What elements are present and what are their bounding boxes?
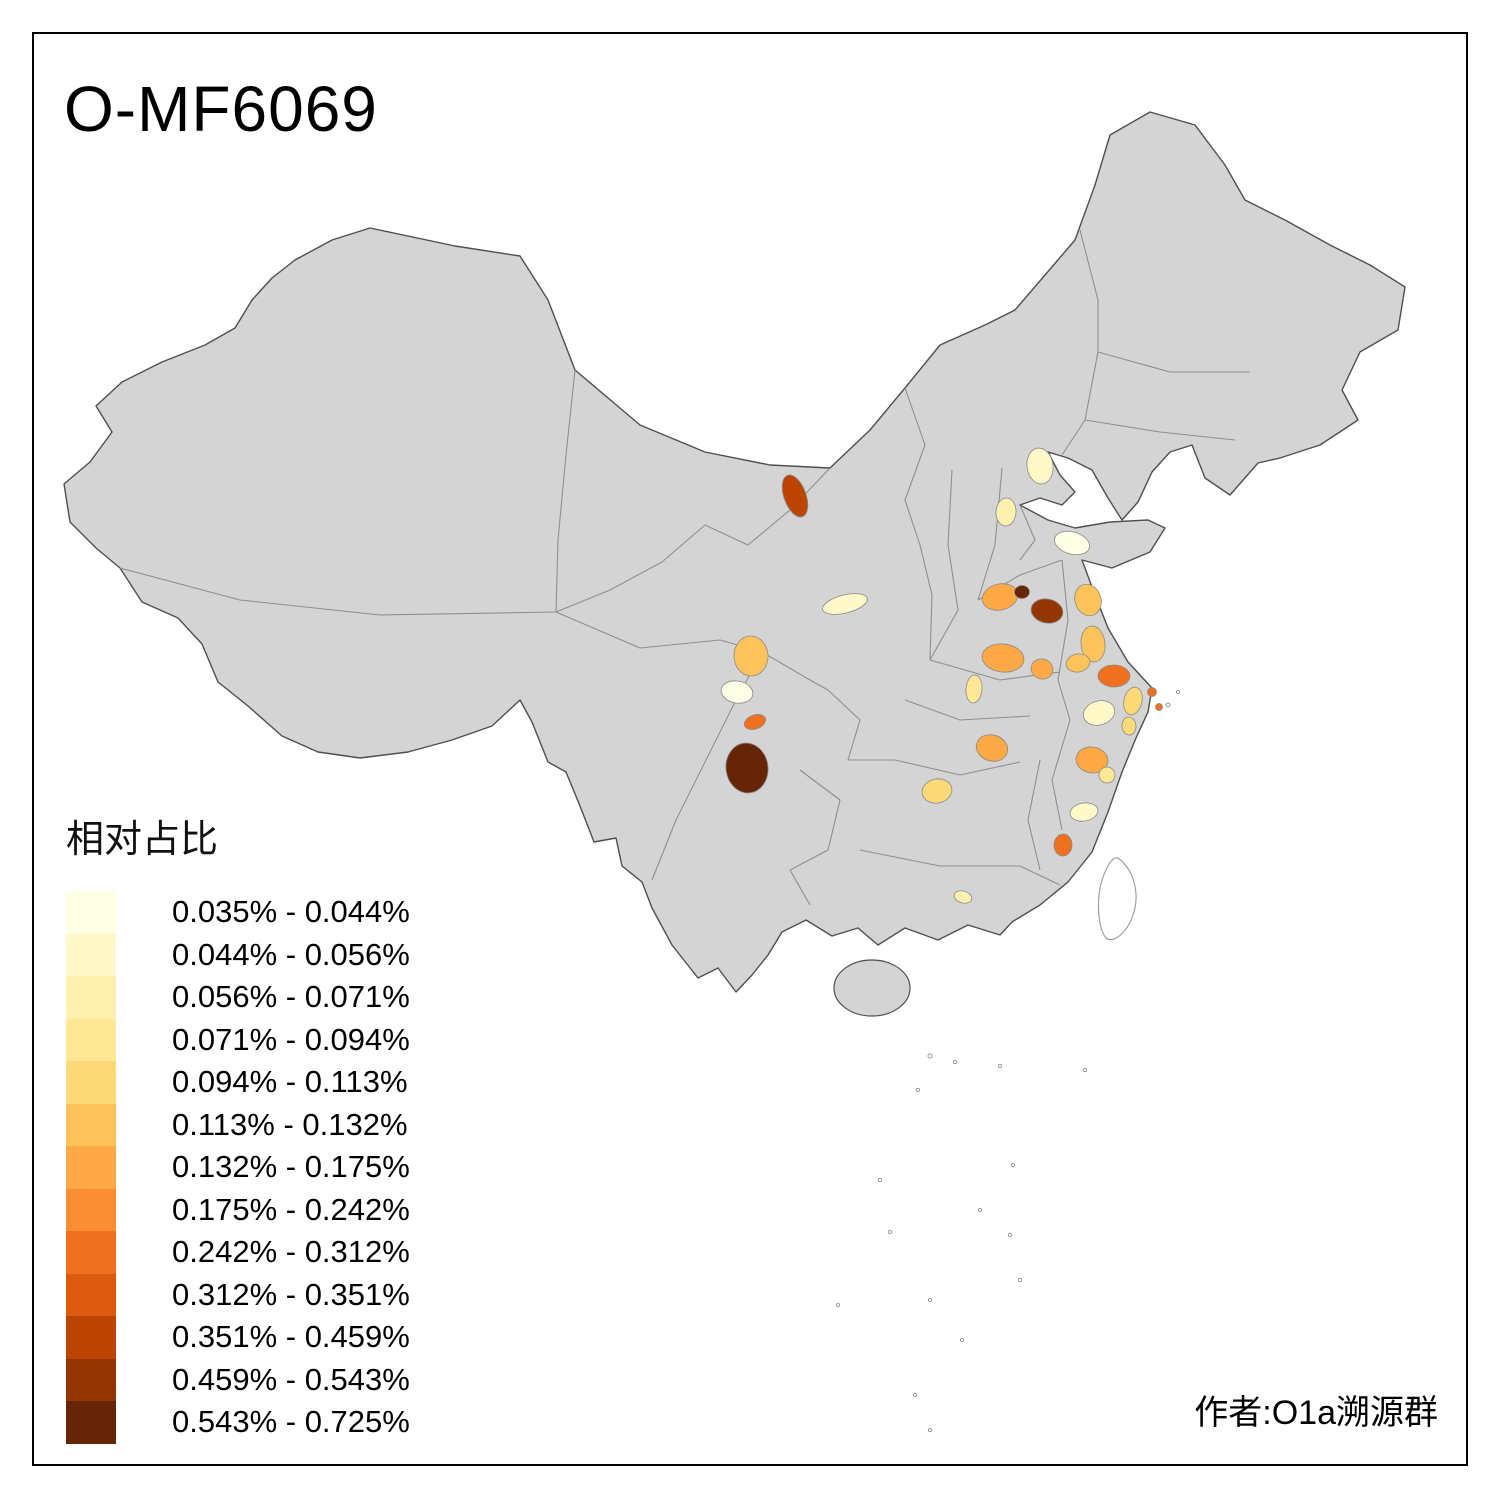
legend-row: 0.459% - 0.543% [66, 1358, 486, 1401]
legend-label: 0.071% - 0.094% [172, 1021, 410, 1057]
legend-row: 0.312% - 0.351% [66, 1273, 486, 1316]
prefecture-region [981, 643, 1025, 673]
legend-row: 0.071% - 0.094% [66, 1018, 486, 1061]
legend-swatch [66, 933, 116, 976]
prefecture-region [1098, 766, 1116, 784]
prefecture-region [1080, 625, 1106, 663]
legend-label: 0.056% - 0.071% [172, 979, 410, 1015]
prefecture-region [822, 593, 868, 615]
prefecture-region [953, 890, 973, 904]
legend-row: 0.543% - 0.725% [66, 1401, 486, 1444]
legend-row: 0.056% - 0.071% [66, 976, 486, 1019]
prefecture-region [1155, 703, 1163, 711]
shaded-prefectures [720, 447, 1163, 904]
legend-swatch [66, 1273, 116, 1316]
prefecture-region [975, 734, 1009, 762]
figure-title: O-MF6069 [64, 73, 378, 145]
prefecture-region [720, 680, 754, 704]
legend-swatch [66, 1231, 116, 1274]
prefecture-region [1030, 598, 1064, 624]
legend-row: 0.035% - 0.044% [66, 891, 486, 934]
prefecture-region [1123, 686, 1143, 716]
legend-row: 0.044% - 0.056% [66, 933, 486, 976]
legend-label: 0.543% - 0.725% [172, 1404, 410, 1440]
province-borders [119, 229, 1250, 906]
legend-row: 0.094% - 0.113% [66, 1061, 486, 1104]
prefecture-region [1074, 583, 1102, 617]
prefecture-region [1026, 447, 1054, 485]
prefecture-region [965, 674, 983, 704]
legend-swatch [66, 1018, 116, 1061]
legend-label: 0.312% - 0.351% [172, 1276, 410, 1312]
prefecture-region [1082, 700, 1116, 726]
prefecture-region [1030, 658, 1054, 680]
prefecture-region [1075, 746, 1109, 774]
legend-swatch [66, 1061, 116, 1104]
legend: 相对占比 0.035% - 0.044% 0.044% - 0.056% 0.056… [66, 808, 486, 1444]
legend-swatch [66, 1401, 116, 1444]
legend-swatch [66, 1358, 116, 1401]
legend-swatch [66, 1188, 116, 1231]
prefecture-region [733, 635, 769, 677]
legend-row: 0.242% - 0.312% [66, 1231, 486, 1274]
prefecture-region [743, 714, 767, 730]
prefecture-region [781, 474, 809, 518]
prefecture-region [1054, 530, 1090, 556]
legend-label: 0.351% - 0.459% [172, 1319, 410, 1355]
legend-label: 0.459% - 0.543% [172, 1361, 410, 1397]
hainan-island [833, 959, 911, 1017]
legend-swatch [66, 1146, 116, 1189]
legend-label: 0.242% - 0.312% [172, 1234, 410, 1270]
prefecture-region [1121, 716, 1137, 736]
legend-swatch [66, 1316, 116, 1359]
legend-row: 0.175% - 0.242% [66, 1188, 486, 1231]
legend-label: 0.035% - 0.044% [172, 894, 410, 930]
legend-swatch [66, 976, 116, 1019]
south-sea-islets [835, 689, 1181, 1433]
legend-label: 0.094% - 0.113% [172, 1064, 408, 1100]
prefecture-region [1147, 687, 1157, 697]
prefecture-region [1065, 653, 1091, 673]
legend-row: 0.132% - 0.175% [66, 1146, 486, 1189]
prefecture-region [921, 778, 953, 804]
prefecture-region [1014, 585, 1030, 599]
author-credit: 作者:O1a溯源群 [1194, 1394, 1438, 1432]
legend-row: 0.113% - 0.132% [66, 1103, 486, 1146]
prefecture-region [1097, 664, 1131, 688]
legend-row: 0.351% - 0.459% [66, 1316, 486, 1359]
taiwan-island [1097, 857, 1137, 940]
legend-label: 0.132% - 0.175% [172, 1149, 410, 1185]
legend-label: 0.044% - 0.056% [172, 936, 410, 972]
prefecture-region [995, 497, 1017, 527]
legend-swatch [66, 891, 116, 934]
legend-swatch [66, 1103, 116, 1146]
legend-title: 相对占比 [66, 819, 219, 861]
legend-label: 0.113% - 0.132% [172, 1106, 408, 1142]
prefecture-region [1053, 833, 1073, 857]
prefecture-region [725, 742, 769, 794]
prefecture-region [1069, 802, 1099, 822]
legend-rows: 0.035% - 0.044% 0.044% - 0.056% 0.056% - 0… [66, 891, 486, 1444]
legend-label: 0.175% - 0.242% [172, 1191, 410, 1227]
